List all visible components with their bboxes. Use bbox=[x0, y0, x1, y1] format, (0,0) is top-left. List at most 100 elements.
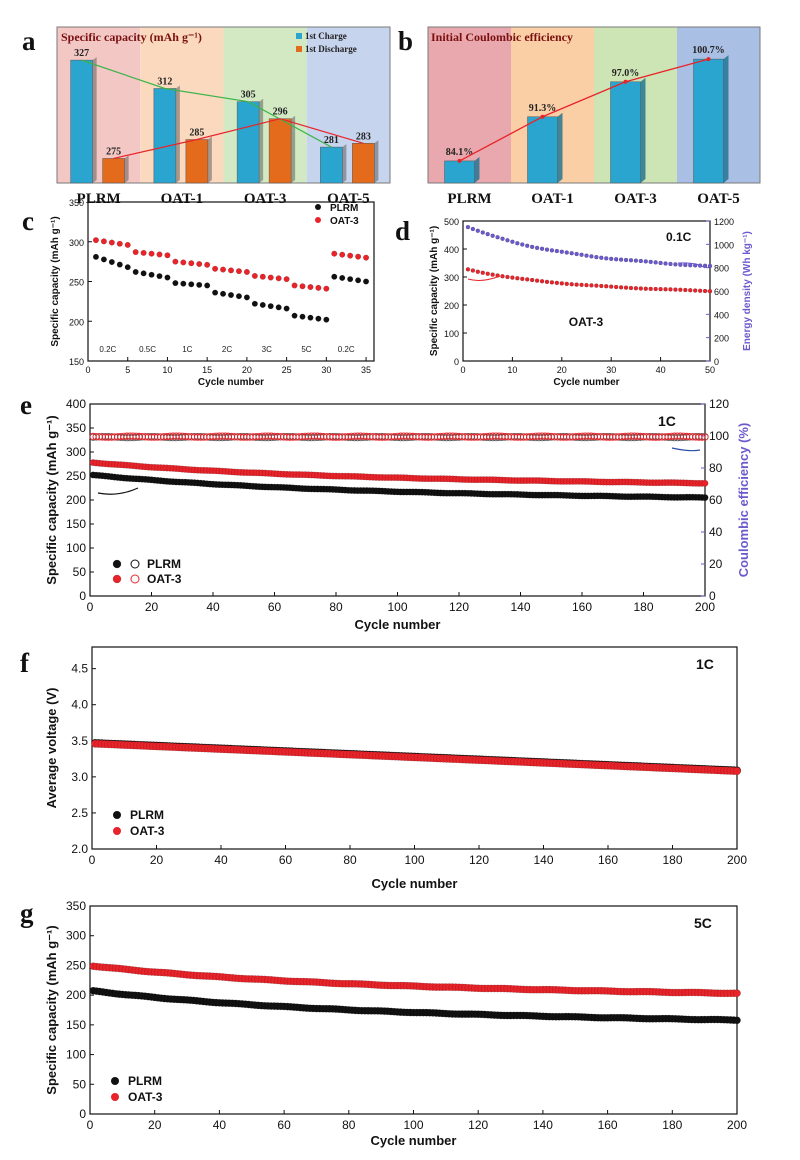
panel-e-xtick-10: 200 bbox=[695, 600, 715, 614]
panel-c-point-0-11 bbox=[180, 280, 187, 287]
panel-d-point-0-42 bbox=[673, 287, 678, 292]
panel-f-xtick-8: 160 bbox=[598, 853, 618, 867]
panel-g-xtick-5: 100 bbox=[403, 1118, 423, 1132]
panel-f-xtick-10: 200 bbox=[727, 853, 747, 867]
panel-c-point-0-4 bbox=[124, 264, 131, 271]
panel-c-xtick-3: 15 bbox=[202, 365, 212, 375]
panel-a-bar-side-1-2 bbox=[291, 115, 296, 183]
panel-c-point-1-1 bbox=[100, 238, 107, 245]
panel-d-y2tick-3: 600 bbox=[714, 287, 729, 297]
panel-c-ytick-3: 300 bbox=[69, 238, 84, 248]
panel-g-ylabel: Specific capacity (mAh g⁻¹) bbox=[44, 925, 59, 1094]
panel-g-ytick-5: 250 bbox=[66, 958, 86, 972]
panel-c-series-1 bbox=[92, 237, 370, 292]
panel-d-point-1-2 bbox=[475, 228, 481, 234]
panel-e-point-3-198 bbox=[698, 433, 706, 441]
panel-g-ytick-2: 100 bbox=[66, 1048, 86, 1062]
panel-d-ytick-5: 500 bbox=[444, 217, 459, 227]
panel-b-bar-side-0 bbox=[474, 156, 480, 183]
panel-e-legend-marker-open-1 bbox=[130, 574, 140, 584]
panel-f-xtick-7: 140 bbox=[533, 853, 553, 867]
panel-g-ytick-4: 200 bbox=[66, 988, 86, 1002]
panel-g-xtick-4: 80 bbox=[342, 1118, 356, 1132]
panel-d-y2tick-2: 400 bbox=[714, 310, 729, 320]
panel-d-point-0-0 bbox=[465, 267, 471, 272]
panel-c-point-0-5 bbox=[132, 268, 139, 275]
panel-a-legend-swatch-1 bbox=[296, 46, 302, 52]
panel-c-xtick-5: 25 bbox=[282, 365, 292, 375]
panel-f-xtick-5: 100 bbox=[404, 853, 424, 867]
panel-d-point-1-32 bbox=[623, 257, 629, 263]
panel-d-xtick-0: 0 bbox=[460, 365, 465, 375]
panel-e-rate-annotation: 1C bbox=[658, 413, 676, 429]
panel-b-trend-marker-3 bbox=[706, 57, 711, 62]
panel-c-rate-label-5: 5C bbox=[301, 345, 311, 354]
panel-d-point-1-35 bbox=[638, 258, 644, 264]
panel-a-bar-1-0 bbox=[102, 158, 125, 184]
panel-d-point-1-37 bbox=[648, 259, 653, 265]
panel-b-bg-band-0 bbox=[428, 27, 511, 183]
panel-c-point-0-29 bbox=[323, 316, 330, 323]
panel-c-point-1-16 bbox=[220, 266, 227, 273]
panel-c-point-1-9 bbox=[164, 252, 171, 259]
panel-a-bar-0-2 bbox=[236, 101, 260, 184]
panel-c-point-0-24 bbox=[283, 305, 290, 312]
panel-d-y2tick-4: 800 bbox=[714, 264, 729, 274]
panel-e-y2tick-5: 100 bbox=[709, 429, 729, 443]
panel-f-rate-annotation: 1C bbox=[696, 656, 714, 672]
panel-d-ytick-4: 400 bbox=[444, 245, 459, 255]
panel-c-point-0-19 bbox=[243, 294, 250, 301]
panel-f-ytick-4: 4.0 bbox=[71, 698, 88, 712]
panel-b-category-0: PLRM bbox=[447, 191, 491, 207]
panel-c-point-0-6 bbox=[140, 270, 147, 277]
panel-d-point-1-49 bbox=[707, 263, 713, 269]
panel-a-value-label-1-0: 275 bbox=[106, 146, 121, 157]
panel-g-xtick-6: 120 bbox=[468, 1118, 488, 1132]
panel-d-point-1-12 bbox=[525, 243, 530, 248]
panel-d-sample-label: OAT-3 bbox=[569, 315, 604, 329]
panel-c-point-1-17 bbox=[227, 267, 234, 274]
panel-b-bar-side-3 bbox=[723, 55, 729, 183]
panel-d-xtick-2: 20 bbox=[557, 365, 567, 375]
panel-e-xtick-4: 80 bbox=[329, 600, 343, 614]
panel-e-series-0 bbox=[89, 471, 709, 501]
panel-c-point-1-28 bbox=[315, 284, 322, 291]
panel-d-point-1-15 bbox=[539, 246, 545, 251]
panel-d-point-1-19 bbox=[559, 249, 564, 254]
panel-a-value-label-0-0: 327 bbox=[74, 48, 89, 59]
panel-d-point-1-30 bbox=[613, 257, 619, 262]
panel-f-series-1 bbox=[91, 739, 742, 776]
panel-a-legend-0: 1st Charge bbox=[305, 31, 347, 41]
panel-c-xtick-4: 20 bbox=[242, 365, 252, 375]
panel-b-category-2: OAT-3 bbox=[614, 191, 657, 207]
panel-f-ytick-5: 4.5 bbox=[71, 662, 88, 676]
panel-d-point-0-33 bbox=[628, 285, 634, 291]
panel-d-point-1-41 bbox=[668, 261, 673, 267]
panel-g-xtick-7: 140 bbox=[533, 1118, 553, 1132]
panel-c-rate-label-0: 0.2C bbox=[99, 345, 116, 354]
panel-c-point-1-27 bbox=[307, 284, 314, 291]
panel-a-bar-side-0-2 bbox=[259, 98, 264, 183]
panel-c-point-0-31 bbox=[339, 274, 346, 281]
panel-e-ylabel: Specific capacity (mAh g⁻¹) bbox=[44, 415, 59, 584]
panel-d-point-1-26 bbox=[594, 254, 599, 260]
panel-e-capacity-arrow bbox=[97, 487, 139, 495]
panel-f-xtick-6: 120 bbox=[469, 853, 489, 867]
panel-e-xlabel: Cycle number bbox=[355, 617, 441, 632]
panel-b-bar-2 bbox=[610, 81, 641, 184]
panel-d-point-0-44 bbox=[683, 287, 688, 293]
panel-d-y2tick-6: 1200 bbox=[714, 217, 734, 227]
panel-a-bar-1-2 bbox=[268, 118, 292, 184]
panel-c-point-1-10 bbox=[172, 258, 179, 265]
panel-c-point-1-30 bbox=[331, 250, 338, 257]
panel-d-point-0-35 bbox=[638, 286, 644, 291]
panel-d-point-0-21 bbox=[569, 282, 574, 287]
panel-d-series-1 bbox=[465, 224, 713, 269]
panel-d-energy-arrow bbox=[677, 262, 706, 269]
panel-f-point-1-199 bbox=[733, 767, 742, 776]
panel-g-legend-marker-1 bbox=[111, 1093, 119, 1101]
panel-c-rate-label-1: 0.5C bbox=[139, 345, 156, 354]
panel-e-legend-marker-open-0 bbox=[130, 559, 140, 569]
panel-b-trend-marker-1 bbox=[540, 114, 545, 119]
panel-e-xtick-5: 100 bbox=[387, 600, 407, 614]
